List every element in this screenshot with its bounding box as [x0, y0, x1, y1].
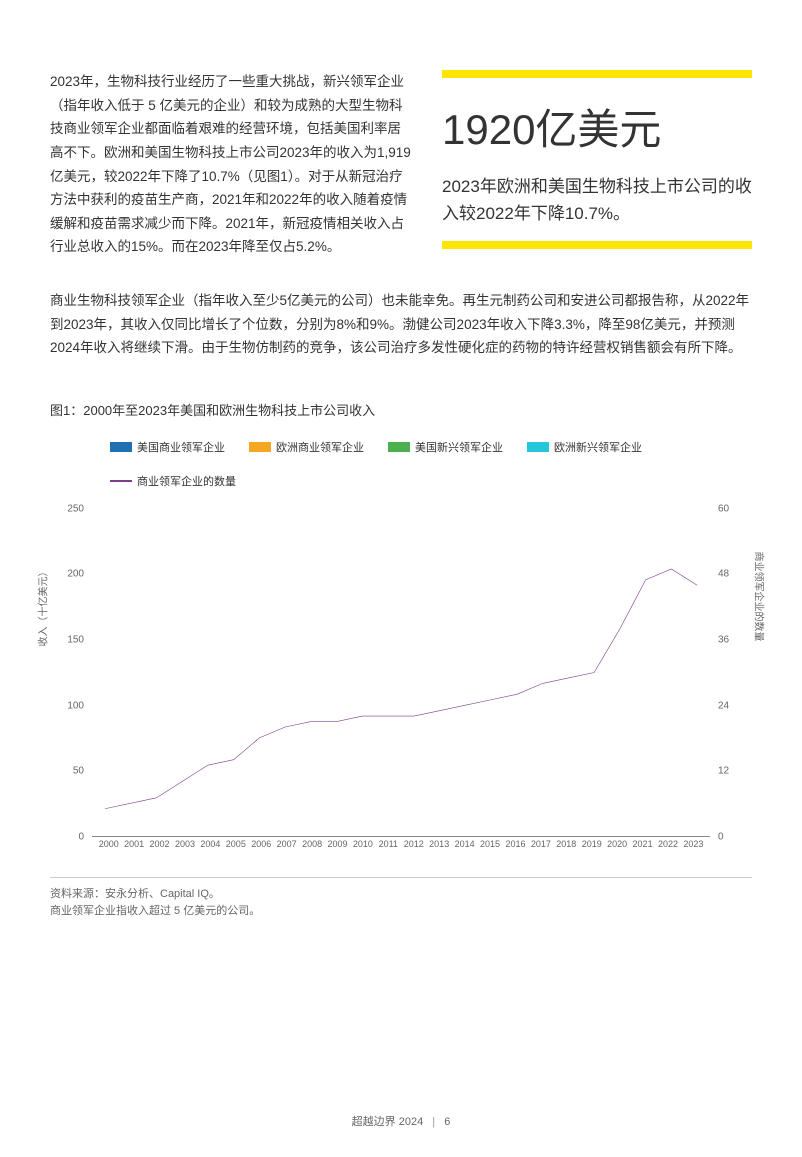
intro-paragraph-1: 2023年，生物科技行业经历了一些重大挑战，新兴领军企业（指年收入低于 5 亿美…: [50, 70, 412, 259]
legend-item: 欧洲商业领军企业: [249, 439, 364, 455]
x-axis-labels: 2000200120022003200420052006200720082009…: [92, 839, 710, 859]
y-left-axis-label: 收入（十亿美元）: [35, 566, 50, 646]
chart-legend: 美国商业领军企业 欧洲商业领军企业 美国新兴领军企业 欧洲新兴领军企业商业领军企业的数…: [110, 439, 752, 489]
footer-page-number: 6: [444, 1116, 450, 1128]
legend-swatch: [110, 480, 132, 482]
legend-label: 欧洲商业领军企业: [276, 439, 364, 455]
legend-swatch: [110, 442, 132, 452]
legend-label: 商业领军企业的数量: [137, 473, 236, 489]
callout-number: 1920亿美元: [442, 96, 752, 157]
y-left-ticks: 050100150200250: [50, 509, 88, 837]
legend-item: 美国新兴领军企业: [388, 439, 503, 455]
page-footer: 超越边界 2024 | 6: [0, 1113, 802, 1129]
figure-title: 图1：2000年至2023年美国和欧洲生物科技上市公司收入: [50, 400, 752, 419]
chart-plot-area: [92, 509, 710, 837]
revenue-chart: 收入（十亿美元） 商业领军企业的数量 050100150200250 01224…: [50, 499, 752, 859]
legend-item: 商业领军企业的数量: [110, 473, 236, 489]
legend-label: 欧洲新兴领军企业: [554, 439, 642, 455]
accent-bar-top: [442, 70, 752, 78]
legend-swatch: [249, 442, 271, 452]
y-right-axis-label: 商业领军企业的数量: [753, 551, 768, 641]
callout-description: 2023年欧洲和美国生物科技上市公司的收入较2022年下降10.7%。: [442, 173, 752, 227]
legend-swatch: [527, 442, 549, 452]
y-right-ticks: 01224364860: [714, 509, 752, 837]
legend-item: 欧洲新兴领军企业: [527, 439, 642, 455]
figure-source: 资料来源：安永分析、Capital IQ。商业领军企业指收入超过 5 亿美元的公…: [50, 877, 752, 921]
legend-swatch: [388, 442, 410, 452]
legend-label: 美国新兴领军企业: [415, 439, 503, 455]
legend-label: 美国商业领军企业: [137, 439, 225, 455]
accent-bar-bottom: [442, 241, 752, 249]
footer-title: 超越边界 2024: [352, 1116, 424, 1128]
legend-item: 美国商业领军企业: [110, 439, 225, 455]
intro-paragraph-2: 商业生物科技领军企业（指年收入至少5亿美元的公司）也未能幸免。再生元制药公司和安…: [50, 289, 752, 360]
